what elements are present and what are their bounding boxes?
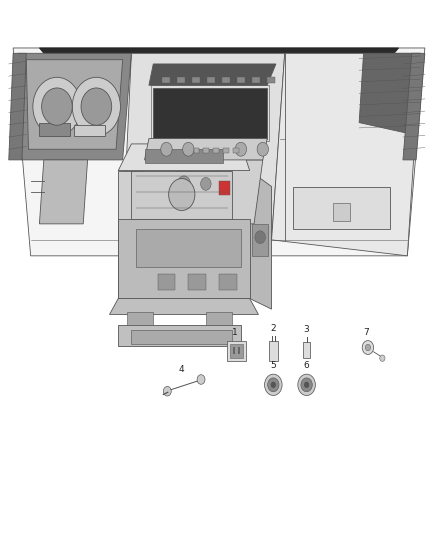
Bar	[151, 85, 269, 141]
Circle shape	[265, 374, 282, 395]
Bar	[162, 77, 170, 83]
Bar	[74, 125, 105, 136]
Polygon shape	[136, 160, 263, 224]
Bar	[158, 274, 175, 290]
Bar	[237, 77, 245, 83]
Circle shape	[255, 231, 265, 244]
Polygon shape	[149, 64, 276, 85]
Polygon shape	[272, 53, 420, 256]
Bar	[252, 224, 268, 256]
Bar	[39, 123, 70, 136]
Circle shape	[362, 341, 374, 354]
Polygon shape	[359, 53, 420, 133]
Polygon shape	[118, 219, 250, 298]
Bar	[192, 77, 200, 83]
Bar	[269, 341, 278, 361]
Polygon shape	[118, 144, 250, 171]
Circle shape	[177, 176, 191, 192]
Bar	[252, 77, 260, 83]
Bar	[206, 312, 232, 325]
Circle shape	[365, 344, 371, 351]
Polygon shape	[118, 325, 241, 346]
Polygon shape	[9, 53, 26, 160]
Bar	[207, 77, 215, 83]
Bar	[203, 148, 209, 153]
Bar	[303, 342, 310, 358]
Circle shape	[235, 142, 247, 156]
Text: 6: 6	[304, 361, 310, 370]
Circle shape	[81, 88, 112, 125]
Polygon shape	[123, 53, 285, 240]
Polygon shape	[13, 48, 425, 256]
Bar	[267, 77, 275, 83]
Bar	[223, 148, 229, 153]
Circle shape	[42, 88, 72, 125]
Circle shape	[257, 142, 268, 156]
Text: 4: 4	[179, 365, 184, 374]
Text: 2: 2	[271, 324, 276, 333]
Circle shape	[304, 382, 309, 388]
Circle shape	[163, 386, 171, 396]
Polygon shape	[39, 48, 399, 69]
Polygon shape	[39, 160, 88, 224]
Bar	[219, 274, 237, 290]
Bar	[233, 148, 239, 153]
Text: 5: 5	[270, 361, 276, 370]
Circle shape	[268, 378, 279, 392]
Circle shape	[298, 374, 315, 395]
Bar	[222, 77, 230, 83]
Polygon shape	[131, 171, 232, 219]
Circle shape	[183, 142, 194, 156]
Bar	[131, 330, 232, 344]
Polygon shape	[145, 139, 267, 160]
Circle shape	[380, 355, 385, 361]
Polygon shape	[250, 171, 272, 309]
Text: 7: 7	[363, 328, 369, 337]
Circle shape	[201, 177, 211, 190]
Bar	[293, 187, 390, 229]
Bar	[194, 148, 199, 153]
Text: 3: 3	[304, 325, 310, 334]
Polygon shape	[18, 53, 131, 160]
Circle shape	[301, 378, 312, 392]
Polygon shape	[110, 298, 258, 314]
Circle shape	[72, 77, 120, 136]
Polygon shape	[118, 171, 250, 298]
Bar	[175, 171, 219, 197]
Bar	[233, 347, 235, 354]
Bar	[227, 341, 246, 361]
Text: 1: 1	[231, 328, 237, 337]
Polygon shape	[403, 53, 425, 160]
Circle shape	[33, 77, 81, 136]
Bar	[153, 88, 267, 139]
Bar	[127, 312, 153, 325]
Bar	[333, 203, 350, 221]
Circle shape	[169, 179, 195, 211]
Circle shape	[197, 375, 205, 384]
Bar	[219, 181, 230, 195]
Bar	[136, 229, 241, 266]
Bar	[213, 148, 219, 153]
Bar	[238, 347, 240, 354]
Polygon shape	[26, 60, 123, 149]
Bar	[145, 149, 223, 163]
Circle shape	[161, 142, 172, 156]
Bar	[230, 344, 243, 358]
Bar	[188, 274, 206, 290]
Circle shape	[271, 382, 276, 388]
Bar	[177, 77, 185, 83]
